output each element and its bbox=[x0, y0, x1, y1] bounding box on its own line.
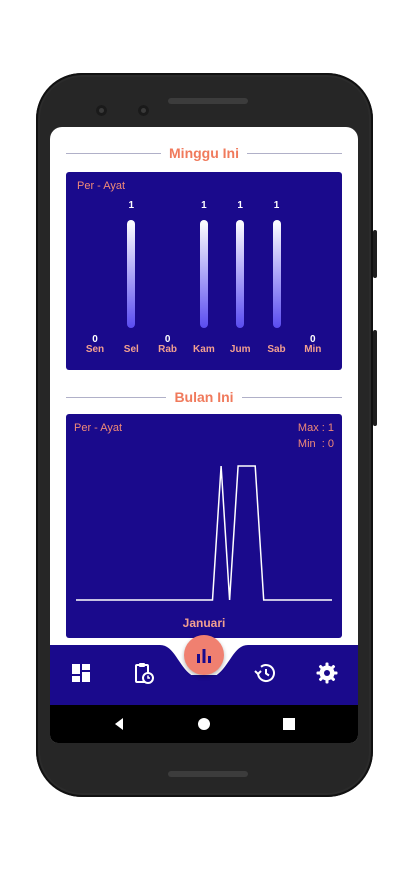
earpiece-speaker bbox=[168, 98, 248, 104]
divider bbox=[66, 396, 167, 398]
weekly-title: Minggu Ini bbox=[169, 145, 239, 161]
android-navigation-bar bbox=[50, 705, 358, 743]
day-label: Sen bbox=[85, 344, 105, 355]
bar-value-label: 0 bbox=[310, 334, 316, 345]
monthly-line-chart bbox=[76, 465, 332, 601]
dashboard-icon[interactable] bbox=[69, 661, 93, 685]
home-icon[interactable] bbox=[197, 717, 211, 731]
monthly-title: Bulan Ini bbox=[174, 389, 234, 405]
back-icon[interactable] bbox=[112, 717, 126, 731]
bar bbox=[236, 220, 245, 328]
bar-value-label: 1 bbox=[273, 200, 280, 211]
day-label: Rab bbox=[158, 344, 178, 355]
bottom-speaker bbox=[168, 771, 248, 777]
settings-icon[interactable] bbox=[315, 661, 339, 685]
bar bbox=[199, 220, 208, 328]
monthly-chart-card: Per - Ayat Max : 1 Min : 0 Januari bbox=[66, 414, 342, 638]
bar-value-label: 0 bbox=[92, 334, 98, 345]
bar-chart-icon[interactable] bbox=[184, 635, 224, 675]
divider bbox=[241, 396, 342, 398]
day-column-sel: 1 Sel bbox=[116, 172, 146, 372]
day-column-jum: 1 Jum bbox=[225, 172, 255, 372]
day-label: Min bbox=[304, 344, 322, 355]
divider bbox=[66, 152, 162, 154]
day-column-kam: 1 Kam bbox=[189, 172, 219, 372]
weekly-chart-card: Per - Ayat 0 Sen 1 Sel 0 Rab 1 Kam 1 Jum 1 Sab 0 Min bbox=[66, 172, 342, 370]
monthly-series-line bbox=[76, 465, 332, 601]
monthly-unit-label: Per - Ayat bbox=[74, 422, 123, 434]
day-label: Kam bbox=[193, 344, 215, 355]
volume-button bbox=[373, 230, 377, 278]
day-label: Jum bbox=[229, 344, 251, 355]
bar-value-label: 1 bbox=[237, 200, 243, 211]
bar bbox=[127, 220, 136, 328]
bar-value-label: 1 bbox=[201, 200, 207, 211]
month-name: Januari bbox=[182, 616, 226, 630]
day-label: Sab bbox=[267, 344, 286, 355]
weekly-unit-label: Per - Ayat bbox=[77, 180, 126, 192]
day-column-rab: 0 Rab bbox=[153, 172, 183, 372]
day-column-min: 0 Min bbox=[298, 172, 328, 372]
bar-value-label: 0 bbox=[164, 334, 171, 345]
day-column-sab: 1 Sab bbox=[262, 172, 292, 372]
bar-value-label: 1 bbox=[128, 200, 135, 211]
history-icon[interactable] bbox=[253, 661, 277, 685]
sensor bbox=[138, 105, 149, 116]
divider bbox=[247, 152, 343, 154]
recents-icon[interactable] bbox=[282, 717, 296, 731]
bar bbox=[272, 220, 281, 328]
power-button bbox=[373, 330, 377, 426]
day-label: Sel bbox=[123, 344, 139, 355]
clipboard-clock-icon[interactable] bbox=[131, 661, 155, 685]
monthly-max-label: Max : 1 bbox=[297, 422, 334, 434]
monthly-min-label: Min : 0 bbox=[297, 438, 334, 450]
monthly-section-header: Bulan Ini bbox=[66, 387, 342, 407]
weekly-section-header: Minggu Ini bbox=[66, 143, 343, 163]
day-column-sen: 0 Sen bbox=[80, 172, 110, 372]
app-screen: Minggu Ini Per - Ayat 0 Sen 1 Sel 0 Rab 1 Kam 1 J… bbox=[50, 127, 358, 743]
front-camera bbox=[96, 105, 107, 116]
